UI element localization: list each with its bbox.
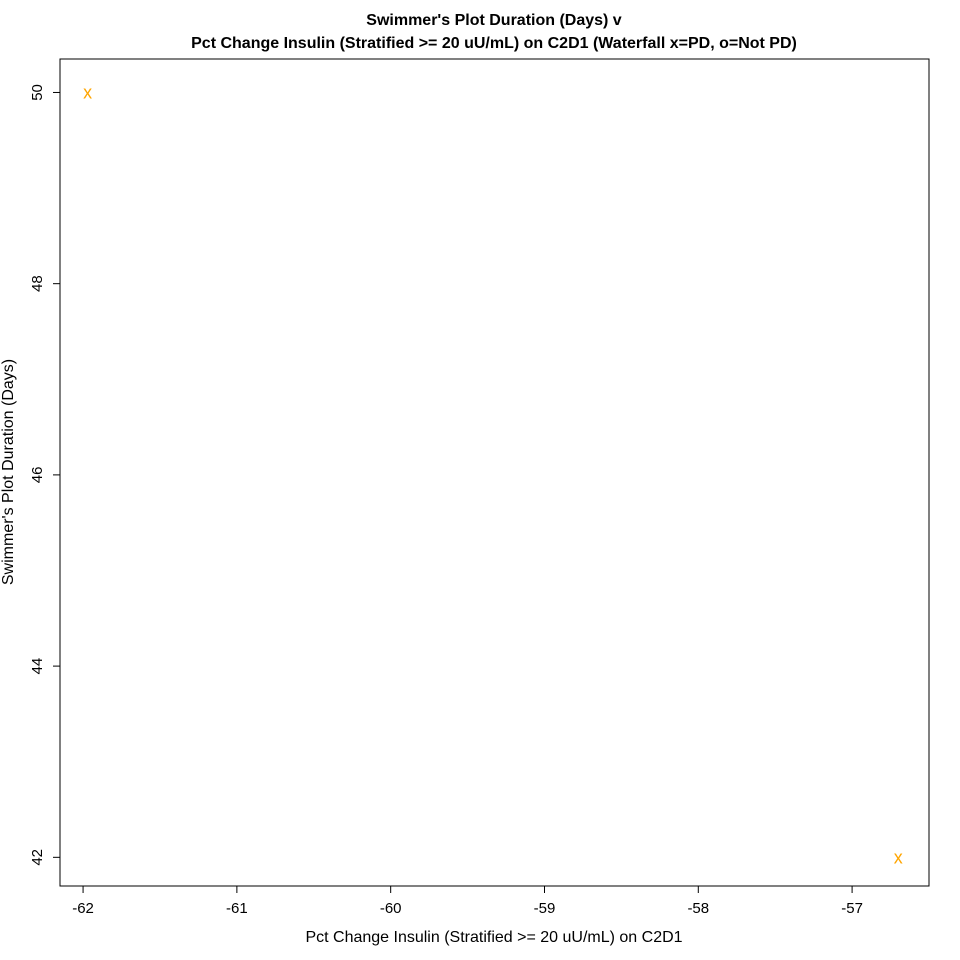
x-tick-label: -62: [72, 900, 94, 917]
data-point-marker: x: [83, 82, 92, 102]
x-tick-label: -60: [380, 900, 402, 917]
y-axis-label: Swimmer's Plot Duration (Days): [0, 359, 17, 585]
x-tick-label: -57: [841, 900, 863, 917]
x-tick-label: -58: [687, 900, 709, 917]
y-tick-label: 46: [29, 467, 46, 484]
y-tick-label: 48: [29, 275, 46, 292]
x-axis-label: Pct Change Insulin (Stratified >= 20 uU/…: [305, 929, 682, 946]
x-tick-label: -61: [226, 900, 248, 917]
y-tick-label: 50: [29, 84, 46, 101]
data-point-marker: x: [894, 847, 903, 867]
data-points: xx: [83, 82, 903, 867]
y-tick-label: 44: [29, 658, 46, 675]
x-axis: -62 -61 -60 -59 -58 -57: [72, 885, 863, 917]
y-tick-label: 42: [29, 849, 46, 866]
chart-subtitle: Pct Change Insulin (Stratified >= 20 uU/…: [191, 35, 797, 52]
chart-title: Swimmer's Plot Duration (Days) v: [366, 12, 622, 29]
x-tick-label: -59: [534, 900, 556, 917]
y-axis: 42 44 46 48 50: [29, 84, 61, 866]
